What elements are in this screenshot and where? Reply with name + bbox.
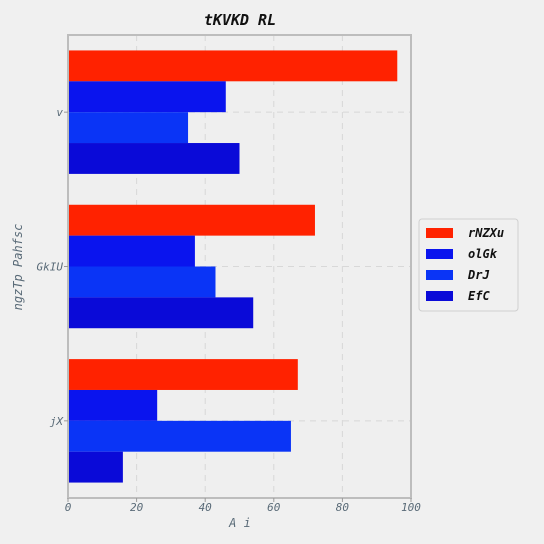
legend-label: EfC	[468, 289, 490, 303]
bar	[68, 50, 398, 82]
bar	[68, 266, 216, 298]
x-tick-label: 100	[401, 501, 421, 514]
bar	[68, 204, 315, 236]
y-tick-label: GkIU	[37, 261, 64, 274]
chart-title: tKVKD RL	[204, 11, 276, 29]
x-axis: 0 20 40 60 80 100	[65, 498, 421, 514]
y-tick-label: v	[56, 106, 63, 119]
y-axis-label: ngzTp Pahfsc	[11, 224, 25, 311]
legend: rNZXu olGk DrJ EfC	[418, 218, 519, 312]
x-tick-label: 0	[65, 501, 72, 514]
x-tick-label: 80	[336, 501, 350, 514]
legend-box	[418, 218, 519, 312]
bar	[68, 112, 189, 144]
bar	[68, 235, 195, 267]
bar	[68, 359, 298, 390]
x-tick-label: 20	[130, 501, 144, 514]
legend-swatch	[426, 291, 453, 301]
x-axis-label: A i	[228, 516, 251, 530]
bar	[68, 81, 226, 113]
bar	[68, 143, 240, 174]
legend-swatch	[426, 270, 453, 280]
legend-swatch	[426, 228, 453, 238]
legend-label: olGk	[468, 247, 498, 261]
bars	[68, 50, 398, 483]
x-tick-label: 40	[199, 501, 213, 514]
y-tick-label: jX	[50, 415, 65, 428]
y-axis: v GkIU jX	[37, 106, 68, 428]
bar	[68, 420, 291, 452]
legend-label: rNZXu	[468, 226, 504, 240]
x-tick-label: 60	[267, 501, 281, 514]
bar	[68, 297, 254, 329]
legend-swatch	[426, 249, 453, 259]
bar	[68, 451, 123, 483]
legend-label: DrJ	[467, 268, 490, 282]
bar	[68, 389, 158, 421]
